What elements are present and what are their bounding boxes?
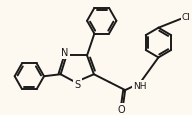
- Text: N: N: [61, 48, 68, 58]
- Text: NH: NH: [133, 81, 147, 90]
- Text: O: O: [118, 104, 125, 114]
- Text: Cl: Cl: [182, 13, 191, 22]
- Text: S: S: [74, 79, 80, 89]
